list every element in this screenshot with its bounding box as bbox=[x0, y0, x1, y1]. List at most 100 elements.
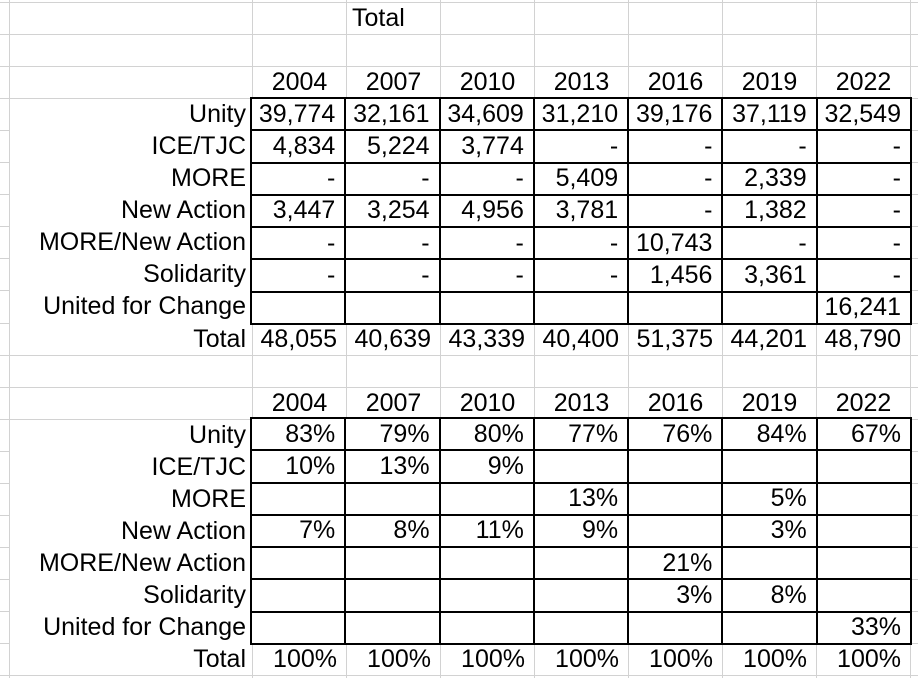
data-cell[interactable]: - bbox=[629, 195, 722, 227]
year-header-percents[interactable]: 2007 bbox=[365, 389, 422, 417]
data-cell[interactable]: 8% bbox=[346, 515, 439, 547]
data-cell[interactable] bbox=[817, 548, 910, 579]
data-cell[interactable]: - bbox=[534, 131, 628, 162]
row-label[interactable]: Unity bbox=[189, 421, 246, 449]
data-cell[interactable]: - bbox=[346, 163, 439, 194]
row-label[interactable]: Solidarity bbox=[143, 581, 246, 609]
data-cell[interactable]: 32,549 bbox=[817, 99, 910, 130]
total-value-cell[interactable]: 100% bbox=[273, 645, 337, 673]
row-label[interactable]: MORE/New Action bbox=[38, 549, 246, 577]
total-value-cell[interactable]: 40,639 bbox=[354, 325, 431, 353]
data-cell[interactable] bbox=[252, 483, 345, 514]
data-cell[interactable]: 76% bbox=[629, 419, 722, 450]
total-value-cell[interactable]: 100% bbox=[837, 645, 901, 673]
data-cell[interactable]: - bbox=[440, 228, 533, 259]
data-cell[interactable] bbox=[629, 483, 722, 514]
data-cell[interactable]: 11% bbox=[440, 515, 533, 547]
data-cell[interactable] bbox=[346, 612, 439, 643]
row-label[interactable]: MORE/New Action bbox=[38, 228, 246, 256]
total-value-cell[interactable]: 100% bbox=[649, 645, 713, 673]
data-cell[interactable]: 5% bbox=[723, 483, 816, 514]
row-label[interactable]: MORE bbox=[171, 164, 246, 192]
data-cell[interactable]: 5,224 bbox=[346, 131, 439, 162]
row-label[interactable]: MORE bbox=[171, 485, 246, 513]
data-cell[interactable]: 21% bbox=[629, 548, 722, 579]
data-cell[interactable]: 13% bbox=[534, 483, 628, 514]
data-cell[interactable] bbox=[252, 548, 345, 579]
data-cell[interactable]: - bbox=[346, 228, 439, 259]
year-header-counts[interactable]: 2019 bbox=[741, 68, 798, 96]
total-value-cell[interactable]: 43,339 bbox=[448, 325, 525, 353]
data-cell[interactable]: 32,161 bbox=[346, 99, 439, 130]
data-cell[interactable]: - bbox=[723, 228, 816, 259]
data-cell[interactable] bbox=[440, 580, 533, 611]
data-cell[interactable]: - bbox=[817, 131, 910, 162]
data-cell[interactable] bbox=[629, 451, 722, 482]
data-cell[interactable]: 37,119 bbox=[723, 99, 816, 130]
data-cell[interactable] bbox=[534, 451, 628, 482]
data-cell[interactable]: 2,339 bbox=[723, 163, 816, 194]
data-cell[interactable]: - bbox=[629, 131, 722, 162]
data-cell[interactable]: - bbox=[723, 131, 816, 162]
data-cell[interactable]: 3% bbox=[629, 580, 722, 611]
row-label[interactable]: United for Change bbox=[43, 613, 246, 641]
data-cell[interactable]: 9% bbox=[534, 515, 628, 547]
data-cell[interactable] bbox=[346, 483, 439, 514]
data-cell[interactable] bbox=[346, 292, 439, 323]
data-cell[interactable]: 3% bbox=[723, 515, 816, 547]
total-value-cell[interactable]: 44,201 bbox=[730, 325, 807, 353]
total-row-label[interactable]: Total bbox=[193, 325, 246, 353]
data-cell[interactable]: - bbox=[817, 260, 910, 291]
year-header-percents[interactable]: 2022 bbox=[835, 389, 892, 417]
data-cell[interactable]: 31,210 bbox=[534, 99, 628, 130]
data-cell[interactable]: 3,254 bbox=[346, 195, 439, 227]
year-header-counts[interactable]: 2013 bbox=[553, 68, 610, 96]
data-cell[interactable]: 3,781 bbox=[534, 195, 628, 227]
data-cell[interactable]: - bbox=[252, 228, 345, 259]
data-cell[interactable]: - bbox=[346, 260, 439, 291]
data-cell[interactable]: 7% bbox=[252, 515, 345, 547]
year-header-percents[interactable]: 2016 bbox=[647, 389, 704, 417]
data-cell[interactable]: 5,409 bbox=[534, 163, 628, 194]
data-cell[interactable] bbox=[440, 292, 533, 323]
total-value-cell[interactable]: 40,400 bbox=[542, 325, 619, 353]
data-cell[interactable] bbox=[817, 483, 910, 514]
year-header-percents[interactable]: 2019 bbox=[741, 389, 798, 417]
total-value-cell[interactable]: 51,375 bbox=[636, 325, 713, 353]
data-cell[interactable] bbox=[252, 580, 345, 611]
year-header-percents[interactable]: 2004 bbox=[271, 389, 328, 417]
data-cell[interactable]: - bbox=[629, 163, 722, 194]
row-label[interactable]: United for Change bbox=[43, 292, 246, 320]
data-cell[interactable] bbox=[817, 580, 910, 611]
data-cell[interactable] bbox=[723, 612, 816, 643]
data-cell[interactable] bbox=[534, 612, 628, 643]
data-cell[interactable]: 34,609 bbox=[440, 99, 533, 130]
row-label[interactable]: New Action bbox=[120, 517, 246, 545]
data-cell[interactable] bbox=[629, 515, 722, 547]
data-cell[interactable] bbox=[440, 612, 533, 643]
year-header-counts[interactable]: 2004 bbox=[271, 68, 328, 96]
data-cell[interactable] bbox=[252, 612, 345, 643]
total-section-header[interactable]: Total bbox=[352, 4, 405, 32]
data-cell[interactable]: 33% bbox=[817, 612, 910, 643]
data-cell[interactable]: 83% bbox=[252, 419, 345, 450]
data-cell[interactable]: 4,834 bbox=[252, 131, 345, 162]
data-cell[interactable]: - bbox=[252, 260, 345, 291]
data-cell[interactable] bbox=[629, 612, 722, 643]
data-cell[interactable] bbox=[723, 548, 816, 579]
total-value-cell[interactable]: 100% bbox=[555, 645, 619, 673]
data-cell[interactable] bbox=[817, 451, 910, 482]
data-cell[interactable] bbox=[346, 548, 439, 579]
row-label[interactable]: New Action bbox=[120, 196, 246, 224]
data-cell[interactable]: - bbox=[252, 163, 345, 194]
data-cell[interactable]: 39,774 bbox=[252, 99, 345, 130]
total-value-cell[interactable]: 100% bbox=[461, 645, 525, 673]
data-cell[interactable]: 3,447 bbox=[252, 195, 345, 227]
data-cell[interactable]: - bbox=[817, 195, 910, 227]
data-cell[interactable]: 39,176 bbox=[629, 99, 722, 130]
data-cell[interactable]: - bbox=[817, 163, 910, 194]
data-cell[interactable]: 9% bbox=[440, 451, 533, 482]
row-label[interactable]: Solidarity bbox=[143, 260, 246, 288]
data-cell[interactable]: 4,956 bbox=[440, 195, 533, 227]
data-cell[interactable]: - bbox=[440, 260, 533, 291]
